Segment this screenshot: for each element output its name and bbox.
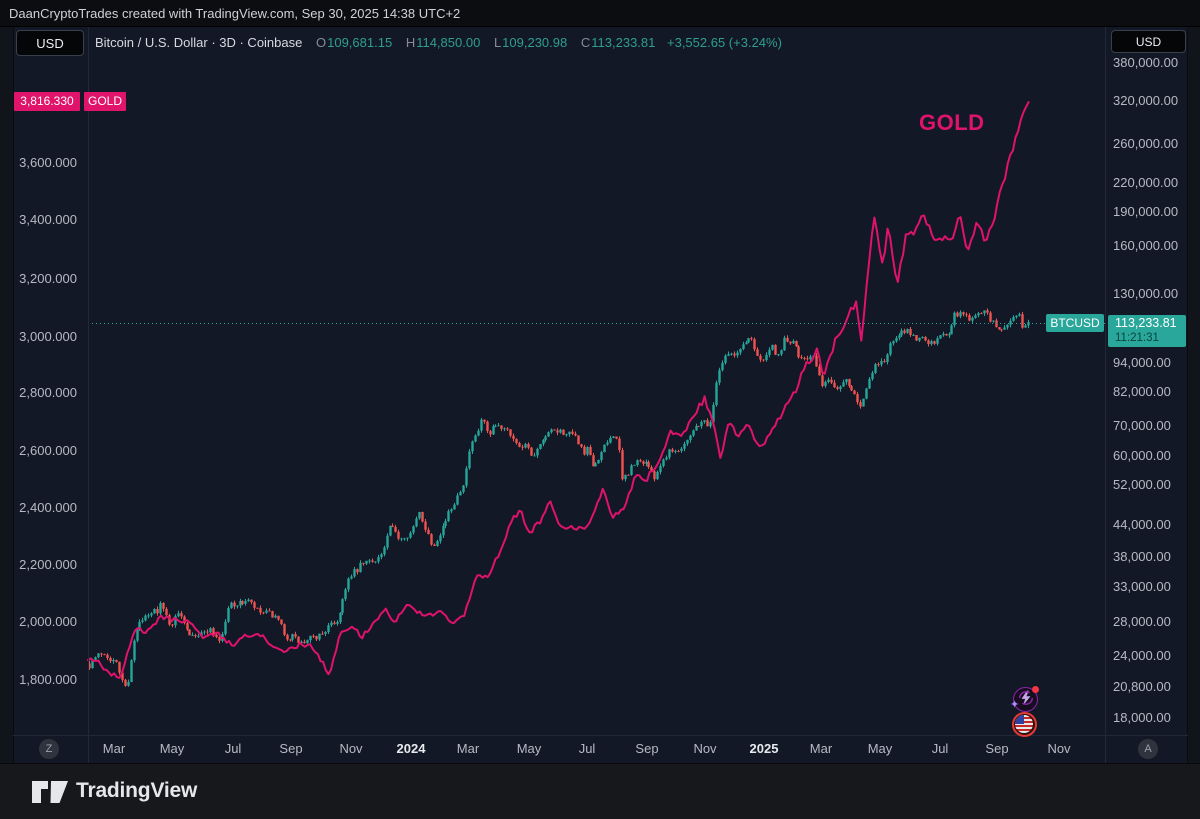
gold-series-label[interactable]: GOLD xyxy=(84,92,126,111)
right-axis-tick: 33,000.00 xyxy=(1113,579,1171,594)
us-flag-icon xyxy=(1015,715,1033,733)
left-axis-currency-button[interactable]: USD xyxy=(16,30,84,56)
sparkle-icon: ✦ xyxy=(1010,699,1020,711)
auto-scale-button[interactable]: A xyxy=(1138,739,1158,759)
ohlc-high-label: H xyxy=(405,35,416,50)
left-axis-tick: 2,000.000 xyxy=(19,614,77,629)
time-axis-tick: 2024 xyxy=(396,741,426,756)
right-axis-tick: 70,000.00 xyxy=(1113,418,1171,433)
ai-event-icon[interactable]: ✦ xyxy=(1010,686,1039,712)
right-axis-tick: 52,000.00 xyxy=(1113,477,1171,492)
right-axis-tick: 260,000.00 xyxy=(1113,136,1179,151)
ohlc-close-label: C xyxy=(580,35,591,50)
time-axis-tick: Sep xyxy=(985,741,1009,756)
attribution-bar: DaanCryptoTrades created with TradingVie… xyxy=(0,0,1200,27)
lightning-icon xyxy=(1018,690,1034,706)
gold-last-price-label[interactable]: 3,816.330 xyxy=(14,92,80,111)
right-axis-tick: 82,000.00 xyxy=(1113,384,1171,399)
time-axis-tick: Jul xyxy=(224,741,242,756)
gold-text-annotation[interactable]: GOLD xyxy=(919,110,985,135)
left-axis-tick: 3,400.000 xyxy=(19,212,77,227)
left-axis-tick: 2,200.000 xyxy=(19,557,77,572)
left-axis-tick: 3,600.000 xyxy=(19,155,77,170)
right-axis-tick: 130,000.00 xyxy=(1113,286,1179,301)
time-axis-tick: Mar xyxy=(456,741,480,756)
time-axis-tick: May xyxy=(159,741,185,756)
tradingview-brand-text[interactable]: TradingView xyxy=(76,779,198,802)
footer-bar: TradingView xyxy=(0,763,1200,819)
symbol-header[interactable]: Bitcoin / U.S. Dollar · 3D · Coinbase O1… xyxy=(95,35,782,50)
us-economic-event-icon[interactable] xyxy=(1012,712,1037,737)
left-axis-tick: 2,400.000 xyxy=(19,500,77,515)
bar-close-countdown: 11:21:31 xyxy=(1115,332,1159,344)
right-axis-tick: 44,000.00 xyxy=(1113,517,1171,532)
time-axis-tick: Nov xyxy=(693,741,717,756)
time-axis-tick: Jul xyxy=(931,741,949,756)
right-axis-tick: 220,000.00 xyxy=(1113,175,1179,190)
scale-z-button[interactable]: Z xyxy=(39,739,59,759)
left-axis-separator xyxy=(88,27,89,763)
left-axis-tick: 3,000.000 xyxy=(19,329,77,344)
time-axis-tick: Mar xyxy=(102,741,126,756)
left-axis-tick: 2,600.000 xyxy=(19,443,77,458)
symbol-title: Bitcoin / U.S. Dollar · 3D · Coinbase xyxy=(95,35,303,50)
ohlc-change-value: +3,552.65 (+3.24%) xyxy=(667,35,782,50)
right-axis-tick: 94,000.00 xyxy=(1113,355,1171,370)
btcusd-series-label[interactable]: BTCUSD xyxy=(1046,314,1104,332)
ohlc-high-value: 114,850.00 xyxy=(416,35,481,50)
right-axis-tick: 380,000.00 xyxy=(1113,55,1179,70)
left-edge-strip xyxy=(0,27,14,763)
right-axis-tick: 160,000.00 xyxy=(1113,238,1179,253)
time-axis-separator xyxy=(13,735,1188,736)
time-axis-tick: May xyxy=(516,741,542,756)
time-axis-tick: Sep xyxy=(279,741,303,756)
time-axis-tick: 2025 xyxy=(749,741,779,756)
time-axis-tick: Nov xyxy=(1047,741,1071,756)
right-axis-separator xyxy=(1105,27,1106,763)
time-axis-tick: May xyxy=(867,741,893,756)
chart-window: USD USD Bitcoin / U.S. Dollar · 3D · Coi… xyxy=(0,27,1200,763)
right-axis-tick: 190,000.00 xyxy=(1113,204,1179,219)
ohlc-low-value: 109,230.98 xyxy=(502,35,568,50)
right-axis-tick: 18,000.00 xyxy=(1113,710,1171,725)
left-axis-tick: 3,200.000 xyxy=(19,271,77,286)
price-chart-canvas[interactable] xyxy=(0,27,1200,763)
time-axis-tick: Jul xyxy=(578,741,596,756)
right-axis-tick: 38,000.00 xyxy=(1113,549,1171,564)
ohlc-open-value: 109,681.15 xyxy=(327,35,393,50)
btcusd-price-badge[interactable]: 113,233.81 11:21:31 xyxy=(1108,315,1186,347)
left-axis-tick: 1,800.000 xyxy=(19,672,77,687)
right-axis-tick: 24,000.00 xyxy=(1113,648,1171,663)
ohlc-open-label: O xyxy=(315,35,327,50)
time-axis-tick: Mar xyxy=(809,741,833,756)
right-axis-tick: 20,800.00 xyxy=(1113,679,1171,694)
right-axis-tick: 320,000.00 xyxy=(1113,93,1179,108)
time-axis-tick: Sep xyxy=(635,741,659,756)
notification-dot xyxy=(1032,686,1039,693)
left-axis-tick: 2,800.000 xyxy=(19,385,77,400)
ohlc-low-label: L xyxy=(493,35,502,50)
time-axis-tick: Nov xyxy=(339,741,363,756)
tradingview-logo-icon[interactable] xyxy=(31,779,69,805)
right-axis-tick: 60,000.00 xyxy=(1113,448,1171,463)
right-axis-currency-button[interactable]: USD xyxy=(1111,30,1186,53)
ohlc-close-value: 113,233.81 xyxy=(591,35,656,50)
btcusd-last-price: 113,233.81 xyxy=(1115,316,1177,330)
right-axis-tick: 28,000.00 xyxy=(1113,614,1171,629)
right-edge-strip xyxy=(1187,27,1200,763)
